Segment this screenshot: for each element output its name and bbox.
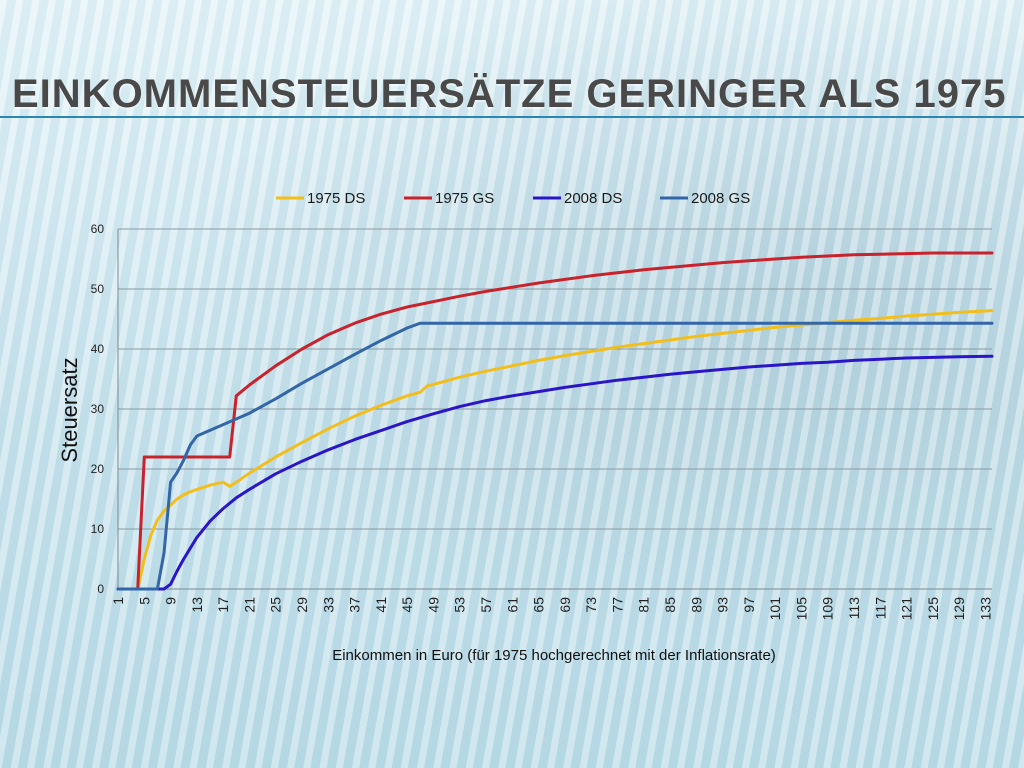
x-tick-label: 81 xyxy=(636,597,652,613)
legend-label: 1975 DS xyxy=(307,190,365,207)
x-tick-label: 9 xyxy=(163,597,179,605)
x-tick-label: 21 xyxy=(241,597,257,613)
x-tick-label: 133 xyxy=(977,597,993,621)
chart-gridlines xyxy=(118,228,992,590)
y-tick-label: 40 xyxy=(91,342,105,356)
x-tick-label: 65 xyxy=(531,597,547,613)
x-tick-label: 117 xyxy=(872,597,888,620)
y-axis-ticks: 0 10 20 30 40 50 60 xyxy=(91,222,105,596)
legend-label: 2008 GS xyxy=(691,190,750,207)
y-tick-label: 20 xyxy=(91,462,105,476)
y-tick-label: 0 xyxy=(97,582,104,596)
x-tick-label: 85 xyxy=(662,597,678,613)
x-tick-label: 97 xyxy=(741,597,757,613)
series-line-1975-ds xyxy=(116,309,994,591)
x-tick-label: 53 xyxy=(452,597,468,613)
series-line-1975-gs xyxy=(116,251,994,591)
chart-legend: 1975 DS 1975 GS 2008 DS 2008 GS xyxy=(276,190,750,207)
series-line-2008-ds xyxy=(116,354,994,591)
x-tick-label: 45 xyxy=(399,597,415,613)
x-tick-label: 77 xyxy=(609,597,625,613)
y-tick-label: 50 xyxy=(91,282,105,296)
x-axis-ticks: 1 5 9 13 17 21 25 29 33 37 41 45 49 53 57 61 65 69 73 77 81 8… xyxy=(110,597,993,621)
x-tick-label: 61 xyxy=(504,597,520,613)
legend-label: 1975 GS xyxy=(435,190,494,207)
series-line-2008-gs xyxy=(116,321,994,591)
y-tick-label: 10 xyxy=(91,522,105,536)
title-divider xyxy=(0,116,1024,118)
x-tick-label: 109 xyxy=(820,597,836,621)
y-tick-label: 30 xyxy=(91,402,105,416)
x-tick-label: 93 xyxy=(715,597,731,613)
x-tick-label: 69 xyxy=(557,597,573,613)
x-tick-label: 17 xyxy=(215,597,231,613)
x-tick-label: 129 xyxy=(951,597,967,621)
chart-axes xyxy=(117,229,992,590)
x-tick-label: 13 xyxy=(189,597,205,613)
x-tick-label: 57 xyxy=(478,597,494,613)
x-axis-label: Einkommen in Euro (für 1975 hochgerechne… xyxy=(332,647,776,664)
x-tick-label: 113 xyxy=(846,597,862,620)
x-tick-label: 89 xyxy=(688,597,704,613)
x-tick-label: 105 xyxy=(793,597,809,621)
chart-series xyxy=(116,251,994,591)
x-tick-label: 5 xyxy=(136,597,152,605)
x-tick-label: 1 xyxy=(110,597,126,605)
x-tick-label: 33 xyxy=(320,597,336,613)
x-tick-label: 121 xyxy=(899,597,915,621)
x-tick-label: 41 xyxy=(373,597,389,613)
y-axis-label: Steuersatz xyxy=(57,357,82,462)
x-tick-label: 25 xyxy=(268,597,284,613)
x-tick-label: 101 xyxy=(767,597,783,621)
legend-label: 2008 DS xyxy=(564,190,622,207)
x-tick-label: 29 xyxy=(294,597,310,613)
x-tick-label: 37 xyxy=(347,597,363,613)
x-tick-label: 49 xyxy=(425,597,441,613)
y-tick-label: 60 xyxy=(91,222,105,236)
x-tick-label: 125 xyxy=(925,597,941,621)
x-tick-label: 73 xyxy=(583,597,599,613)
slide-title: Einkommensteuersätze geringer als 1975 xyxy=(12,72,1007,116)
